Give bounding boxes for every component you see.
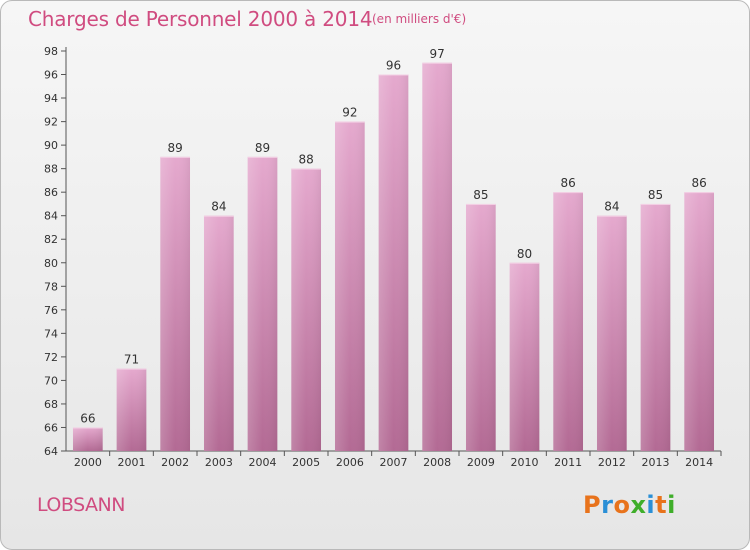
data-label: 96 — [386, 59, 401, 73]
y-tick-label: 70 — [44, 374, 58, 387]
y-tick-label: 84 — [44, 210, 58, 223]
y-tick-label: 92 — [44, 116, 58, 129]
y-tick-label: 94 — [44, 92, 58, 105]
x-tick-label: 2002 — [161, 456, 189, 469]
commune-name: LOBSANN — [37, 494, 125, 516]
y-tick-label: 68 — [44, 398, 58, 411]
chart-unit-label: (en milliers d'€) — [372, 12, 467, 26]
x-tick-label: 2009 — [467, 456, 495, 469]
data-label: 86 — [561, 176, 576, 190]
proxiti-logo: Proxiti — [583, 491, 676, 519]
y-tick-label: 88 — [44, 163, 58, 176]
bar-sheen — [72, 427, 103, 451]
logo-letter: t — [655, 491, 668, 519]
x-tick-label: 2004 — [249, 456, 277, 469]
x-tick-label: 2005 — [292, 456, 320, 469]
x-tick-label: 2013 — [642, 456, 670, 469]
data-label: 92 — [342, 106, 357, 120]
bar-sheen — [291, 168, 322, 451]
bar-sheen — [203, 215, 234, 451]
x-tick-label: 2014 — [685, 456, 713, 469]
logo-letter: x — [630, 491, 647, 519]
logo-letter: i — [646, 491, 656, 519]
bar-sheen — [247, 156, 278, 451]
bars — [72, 62, 715, 452]
x-tick-label: 2001 — [118, 456, 146, 469]
data-label: 66 — [80, 411, 95, 425]
bar-sheen — [378, 74, 409, 451]
y-tick-label: 74 — [44, 327, 58, 340]
y-tick-label: 64 — [44, 445, 58, 458]
logo-letter: P — [583, 491, 602, 519]
x-tick-label: 2006 — [336, 456, 364, 469]
logo-letter: i — [667, 491, 676, 519]
bar-sheen — [422, 62, 453, 451]
bar-sheen — [509, 262, 540, 451]
bar-sheen — [116, 368, 147, 451]
data-label: 85 — [648, 188, 663, 202]
x-axis: 2000 2001 2002 2003 2004 2005 2006 2007 2008 2009… — [66, 450, 722, 469]
bar-sheen — [596, 215, 627, 451]
bar-sheen — [334, 121, 365, 452]
x-tick-label: 2012 — [598, 456, 626, 469]
y-tick-label: 76 — [44, 304, 58, 317]
y-axis: 64 66 68 70 72 74 76 78 80 82 84 86 88 90 92 94 96 98 — [44, 45, 67, 458]
data-label: 84 — [211, 200, 226, 214]
data-label: 97 — [430, 47, 445, 61]
logo-letter: o — [613, 491, 631, 519]
data-label: 86 — [692, 176, 707, 190]
x-tick-label: 2010 — [511, 456, 539, 469]
data-label: 71 — [124, 353, 139, 367]
data-labels: 66 71 89 84 89 88 92 96 97 85 80 86 84 85 86 — [80, 47, 707, 426]
bar-sheen — [465, 203, 496, 451]
logo-letter: r — [601, 491, 614, 519]
y-tick-label: 72 — [44, 351, 58, 364]
data-label: 84 — [604, 200, 619, 214]
bar-sheen — [553, 192, 584, 452]
y-tick-label: 86 — [44, 186, 58, 199]
bar-sheen — [160, 156, 191, 451]
x-tick-label: 2011 — [554, 456, 582, 469]
x-tick-label: 2008 — [423, 456, 451, 469]
y-tick-label: 82 — [44, 233, 58, 246]
data-label: 80 — [517, 247, 532, 261]
y-tick-label: 96 — [44, 69, 58, 82]
data-label: 85 — [473, 188, 488, 202]
bar-sheen — [684, 192, 715, 452]
data-label: 88 — [299, 153, 314, 167]
bar-sheen — [640, 203, 671, 451]
y-tick-label: 78 — [44, 280, 58, 293]
y-tick-label: 98 — [44, 45, 58, 58]
y-tick-label: 80 — [44, 257, 58, 270]
data-label: 89 — [168, 141, 183, 155]
y-tick-label: 90 — [44, 139, 58, 152]
x-tick-label: 2003 — [205, 456, 233, 469]
data-label: 89 — [255, 141, 270, 155]
chart-title: Charges de Personnel 2000 à 2014 — [28, 7, 373, 31]
y-tick-label: 66 — [44, 421, 58, 434]
x-tick-label: 2000 — [74, 456, 102, 469]
x-tick-label: 2007 — [380, 456, 408, 469]
